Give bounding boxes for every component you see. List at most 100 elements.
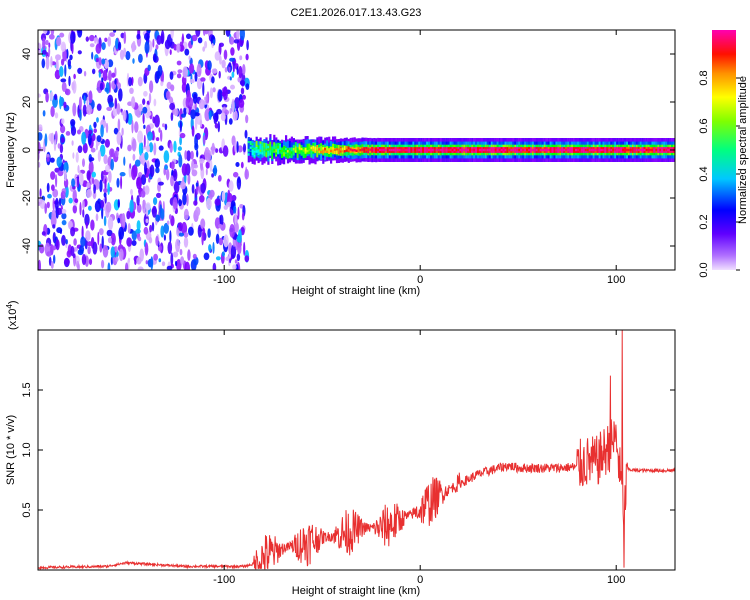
spectrogram-noise-cell bbox=[224, 109, 230, 116]
spectrogram-noise-cell bbox=[195, 132, 201, 140]
spectrogram-signal-cell bbox=[361, 148, 364, 151]
spectrogram-noise-cell bbox=[65, 88, 71, 96]
spectrogram-noise-cell bbox=[73, 73, 76, 80]
spectrogram-noise-cell bbox=[86, 189, 92, 198]
spectrogram-noise-cell bbox=[134, 159, 141, 167]
spectrogram-noise-cell bbox=[84, 213, 90, 227]
snr-x-axis: -100 0 100 bbox=[213, 330, 625, 586]
spectrogram-noise-cell bbox=[164, 164, 168, 170]
spectrogram-signal-cell bbox=[602, 148, 605, 152]
spectrogram-noise-cell bbox=[244, 129, 248, 139]
spectrogram-signal-cell bbox=[410, 148, 413, 152]
spectrogram-signal-cell bbox=[308, 148, 311, 152]
spectrogram-noise-cell bbox=[114, 78, 117, 85]
spectrogram-noise-cell bbox=[155, 137, 160, 142]
spectrogram-signal-cell bbox=[469, 148, 472, 152]
spectrogram-noise-cell bbox=[190, 109, 197, 120]
spectrogram-signal-cell bbox=[281, 149, 284, 153]
spectrogram-noise-cell bbox=[57, 143, 61, 149]
spectrogram-noise-cell bbox=[83, 95, 86, 105]
spectrogram-noise-cell bbox=[49, 91, 54, 102]
spectrogram-noise-cell bbox=[93, 37, 98, 42]
spectrogram-signal-cell bbox=[353, 149, 356, 152]
spectrogram-noise-cell bbox=[75, 152, 79, 163]
spectrogram-noise-cell bbox=[60, 137, 65, 143]
spectrogram-noise-cell bbox=[149, 80, 154, 93]
spectrogram-noise-cell bbox=[59, 95, 62, 110]
spectrogram-noise-cell bbox=[73, 238, 77, 246]
spectrogram-signal-cell bbox=[357, 148, 360, 151]
spectrogram-noise-cell bbox=[205, 152, 211, 158]
spectrogram-noise-cell bbox=[146, 160, 150, 170]
spectrogram-noise-cell bbox=[131, 96, 136, 109]
spectrogram-signal-cell bbox=[626, 148, 629, 152]
spectrogram-signal-cell bbox=[637, 148, 640, 152]
spectrogram-noise-cell bbox=[138, 103, 143, 112]
spectrogram-noise-cell bbox=[244, 168, 249, 180]
spectrogram-noise-cell bbox=[236, 141, 239, 153]
spectrogram-noise-cell bbox=[83, 70, 87, 77]
spectrogram-noise-cell bbox=[235, 162, 240, 167]
spectrogram-noise-cell bbox=[44, 203, 47, 214]
spectrogram-noise-cell bbox=[163, 234, 166, 241]
spectrogram-noise-cell bbox=[218, 237, 224, 246]
spectrogram-signal-cell bbox=[279, 144, 282, 150]
spectrogram-noise-cell bbox=[144, 41, 150, 54]
spectrogram-noise-cell bbox=[239, 204, 244, 209]
spectrogram-noise-cell bbox=[169, 142, 173, 153]
spectrogram-noise-cell bbox=[201, 231, 204, 246]
spectrogram-signal-cell bbox=[265, 149, 268, 153]
spectrogram-noise-cell bbox=[229, 224, 235, 238]
spectrogram-noise-cell bbox=[232, 264, 237, 270]
spectrogram-noise-cell bbox=[121, 111, 124, 116]
spectrogram-noise-cell bbox=[207, 60, 212, 71]
spectrogram-noise-cell bbox=[68, 75, 71, 87]
spectrogram-noise-cell bbox=[42, 110, 46, 117]
spectrogram-noise-cell bbox=[38, 161, 41, 168]
spectrogram-signal-cell bbox=[504, 148, 507, 152]
spectrogram-signal-cell bbox=[482, 148, 486, 152]
spectrogram-noise-cell bbox=[137, 130, 144, 144]
colorbar-ticks: 0.0 0.2 0.4 0.6 0.8 bbox=[698, 70, 740, 278]
spectrogram-noise-cell bbox=[42, 37, 46, 51]
spectrogram-signal-cell bbox=[318, 148, 321, 151]
spectrogram-noise-cell bbox=[200, 218, 206, 230]
spectrogram-signal-cell bbox=[271, 146, 274, 153]
spectrogram-noise-cell bbox=[191, 169, 198, 177]
spectrogram-signal-cell bbox=[292, 148, 295, 151]
spectrogram-noise-cell bbox=[104, 37, 108, 42]
spectrogram-noise-cell bbox=[113, 127, 119, 135]
spectrogram-noise-cell bbox=[77, 145, 83, 153]
spectrogram-noise-cell bbox=[239, 55, 243, 61]
colorbar-gradient bbox=[712, 30, 736, 270]
spectrogram-noise-cell bbox=[205, 94, 208, 104]
spectrogram-noise-cell bbox=[97, 231, 100, 246]
spectrogram-noise-cell bbox=[136, 256, 142, 265]
spectrogram-noise-cell bbox=[131, 240, 137, 246]
spectrogram-signal-cell bbox=[261, 146, 264, 152]
spectrogram-signal-cell bbox=[306, 146, 309, 153]
spectrogram-signal-cell bbox=[290, 151, 293, 154]
spectrogram-noise-cell bbox=[38, 93, 41, 98]
spectrogram-signal-cell bbox=[631, 148, 635, 152]
spectrogram-noise-cell bbox=[179, 136, 183, 146]
spectrogram-noise-cell bbox=[117, 198, 121, 208]
spectrogram-noise-cell bbox=[64, 169, 67, 182]
spectrogram-noise-cell bbox=[199, 195, 205, 203]
spectrogram-noise-cell bbox=[146, 144, 150, 153]
spectrogram-noise-cell bbox=[138, 53, 143, 64]
spectrogram-signal-cell bbox=[355, 149, 358, 152]
spectrogram-noise-cell bbox=[39, 243, 45, 254]
spectrogram-signal-cell bbox=[255, 141, 258, 152]
spectrogram-signal-cell bbox=[575, 148, 578, 152]
spectrogram-signal-cell bbox=[614, 148, 617, 152]
spectrogram-noise-cell bbox=[150, 256, 154, 270]
spectrogram-signal-cell bbox=[471, 148, 474, 152]
spectrogram-noise-cell bbox=[186, 150, 191, 162]
spectrogram-noise-cell bbox=[204, 30, 209, 35]
spectrogram-noise-cell bbox=[118, 226, 125, 240]
spectrogram-signal-cell bbox=[561, 148, 564, 152]
spectrogram-noise-cell bbox=[218, 70, 221, 79]
spectrogram-noise-cell bbox=[237, 242, 242, 255]
